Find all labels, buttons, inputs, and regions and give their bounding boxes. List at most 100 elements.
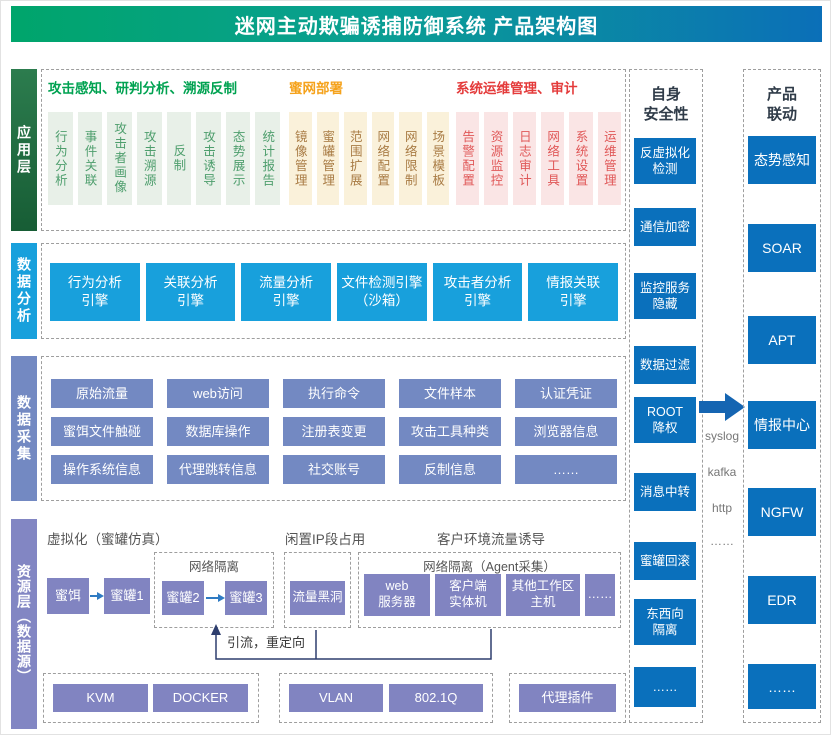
app-item: 统计报告 (255, 112, 280, 205)
collect-item: 蜜饵文件触碰 (51, 417, 153, 446)
dot1q-node: 802.1Q (389, 684, 483, 712)
collect-item: 执行命令 (283, 379, 385, 408)
redirect-bracket-icon (211, 624, 492, 660)
group-items: 镜像管理 蜜罐管理 范围扩展 网络配置 网络限制 场景模板 (289, 112, 449, 205)
traffic-blackhole-node: 流量黑洞 (290, 581, 345, 615)
security-item: 数据过滤 (634, 346, 696, 384)
app-item: 网络配置 (371, 112, 394, 205)
layer-label-resource: 资源层（数据源） (11, 519, 37, 729)
docker-node: DOCKER (153, 684, 248, 712)
protocol-label: syslog (704, 429, 739, 443)
collect-item: 注册表变更 (283, 417, 385, 446)
web-server-node: web 服务器 (364, 574, 430, 616)
collect-item: …… (515, 455, 617, 484)
engine-box: 攻击者分析 引擎 (432, 263, 523, 321)
collect-item: 反制信息 (399, 455, 501, 484)
app-item: 网络限制 (399, 112, 422, 205)
collect-item: 攻击工具种类 (399, 417, 501, 446)
engine-box: 关联分析 引擎 (145, 263, 236, 321)
app-item: 攻击者画像 (107, 112, 132, 205)
group-ops-audit: 系统运维管理、审计 告警配置 资源监控 日志审计 网络工具 系统设置 运维管理 (456, 78, 621, 205)
idle-ip-header: 闲置IP段占用 (285, 532, 366, 547)
app-item: 反制 (166, 112, 192, 205)
app-item: 日志审计 (512, 112, 536, 205)
proxy-plugin-box (509, 673, 626, 723)
linkage-item: APT (748, 316, 816, 364)
security-column-header: 自身 安全性 (643, 86, 689, 124)
app-item: 镜像管理 (289, 112, 312, 205)
security-item: ROOT 降权 (634, 397, 696, 443)
up-arrow-icon (211, 624, 221, 635)
collect-item: 代理跳转信息 (167, 455, 269, 484)
analysis-layer-section: 行为分析 引擎 关联分析 引擎 流量分析 引擎 文件检测引擎 （沙箱） 攻击者分… (41, 243, 626, 339)
workzone-host-node: 其他工作区 主机 (506, 574, 580, 616)
protocol-label: http (711, 501, 732, 515)
app-item: 行为分析 (48, 112, 73, 205)
app-item: 系统设置 (569, 112, 593, 205)
layer-label-collect: 数据采集 (11, 356, 37, 501)
engine-box: 行为分析 引擎 (50, 263, 140, 321)
security-item: 监控服务 隐藏 (634, 273, 696, 319)
group-items: 行为分析 事件关联 攻击者画像 攻击溯源 反制 攻击诱导 态势展示 统计报告 (48, 112, 280, 205)
collect-layer-section: 原始流量 web访问 执行命令 文件样本 认证凭证 蜜饵文件触碰 数据库操作 注… (41, 356, 626, 501)
linkage-item: SOAR (748, 224, 816, 272)
agent-collect-box: 网络隔离（Agent采集） (358, 552, 621, 628)
protocol-label: …… (710, 534, 734, 548)
app-item: 告警配置 (456, 112, 480, 205)
security-item: …… (634, 667, 696, 707)
right-arrow-icon (206, 594, 225, 602)
app-item: 攻击诱导 (196, 112, 221, 205)
linkage-item: …… (748, 664, 816, 709)
layer-label-application: 应用层 (11, 69, 37, 231)
collect-grid: 原始流量 web访问 执行命令 文件样本 认证凭证 蜜饵文件触碰 数据库操作 注… (51, 379, 617, 484)
collect-item: 原始流量 (51, 379, 153, 408)
app-item: 态势展示 (225, 112, 251, 205)
ellipsis-node: …… (585, 574, 615, 616)
security-item: 通信加密 (634, 208, 696, 246)
bait-node: 蜜饵 (47, 578, 89, 614)
collect-item: 操作系统信息 (51, 455, 153, 484)
collect-item: 社交账号 (283, 455, 385, 484)
collect-item: 认证凭证 (515, 379, 617, 408)
virtual-tech-box (43, 673, 259, 723)
app-item: 网络工具 (540, 112, 565, 205)
engine-box: 流量分析 引擎 (241, 263, 332, 321)
kvm-node: KVM (53, 684, 148, 712)
layer-label-analysis: 数据分析 (11, 243, 37, 339)
app-item: 场景模板 (426, 112, 449, 205)
security-item: 消息中转 (634, 473, 696, 511)
group-items: 告警配置 资源监控 日志审计 网络工具 系统设置 运维管理 (456, 112, 621, 205)
application-layer-section: 攻击感知、研判分析、溯源反制 行为分析 事件关联 攻击者画像 攻击溯源 反制 攻… (41, 69, 626, 231)
linkage-column: 产品 联动 态势感知 SOAR APT 情报中心 NGFW EDR …… (743, 69, 821, 723)
network-isolation-box: 网络隔离 (154, 552, 274, 628)
app-item: 运维管理 (597, 112, 621, 205)
linkage-item: 态势感知 (748, 136, 816, 184)
customer-traffic-header: 客户环境流量诱导 (437, 532, 545, 547)
idle-ip-box (284, 552, 351, 628)
network-isolation-label: 网络隔离 (188, 560, 239, 574)
collect-item: 浏览器信息 (515, 417, 617, 446)
app-item: 范围扩展 (344, 112, 367, 205)
network-tech-box (279, 673, 493, 723)
agent-collect-label: 网络隔离（Agent采集） (423, 560, 556, 574)
security-item: 蜜罐回滚 (634, 542, 696, 580)
proxy-plugin-node: 代理插件 (519, 684, 616, 712)
honeypot3-node: 蜜罐3 (225, 581, 267, 615)
engine-box: 情报关联 引擎 (528, 263, 619, 321)
client-host-node: 客户端 实体机 (435, 574, 501, 616)
group-header: 系统运维管理、审计 (456, 81, 578, 96)
collect-item: web访问 (167, 379, 269, 408)
engine-box: 文件检测引擎 （沙箱） (337, 263, 427, 321)
app-item: 资源监控 (484, 112, 508, 205)
title-bar: 迷网主动欺骗诱捕防御系统 产品架构图 (11, 6, 822, 42)
app-item: 事件关联 (77, 112, 103, 205)
linkage-item: EDR (748, 576, 816, 624)
honeypot2-node: 蜜罐2 (162, 581, 204, 615)
group-header: 攻击感知、研判分析、溯源反制 (48, 81, 237, 96)
linkage-item: NGFW (748, 488, 816, 536)
virtualization-header: 虚拟化（蜜罐仿真） (47, 532, 169, 547)
security-item: 反虚拟化 检测 (634, 138, 696, 184)
app-item: 攻击溯源 (136, 112, 162, 205)
right-arrow-icon (90, 592, 104, 600)
